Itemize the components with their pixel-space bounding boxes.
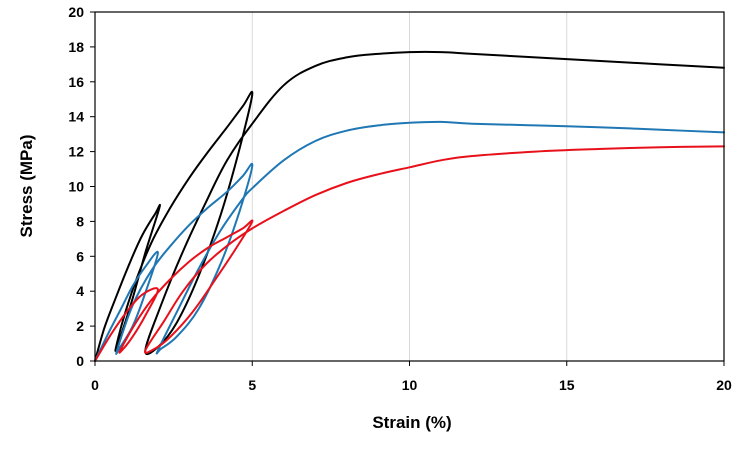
x-tick-label-0: 0	[91, 377, 99, 393]
y-tick-label-2: 2	[76, 318, 84, 334]
x-axis-title: Strain (%)	[372, 413, 451, 432]
y-tick-label-10: 10	[68, 179, 84, 195]
y-tick-label-12: 12	[68, 144, 84, 160]
series-lines	[94, 50, 725, 362]
x-tick-label-5: 5	[248, 377, 256, 393]
x-tick-labels: 0 5 10 15 20	[91, 377, 732, 393]
x-tick-label-10: 10	[402, 377, 418, 393]
series-line-3	[94, 145, 725, 362]
series-line-1	[94, 50, 725, 362]
y-tick-labels: 0 2 4 6 8 10 12 14 16 18 20	[68, 4, 84, 369]
y-tick-label-8: 8	[76, 213, 84, 229]
y-tick-label-0: 0	[76, 353, 84, 369]
x-tick-label-20: 20	[716, 377, 732, 393]
y-tick-label-4: 4	[76, 283, 84, 299]
plot-frame	[90, 11, 725, 366]
y-axis-title: Stress (MPa)	[17, 135, 36, 238]
y-tick-label-16: 16	[68, 74, 84, 90]
x-tick-label-15: 15	[559, 377, 575, 393]
y-tick-label-18: 18	[68, 39, 84, 55]
y-tick-label-20: 20	[68, 4, 84, 20]
y-tick-label-14: 14	[68, 109, 84, 125]
vertical-gridlines	[251, 12, 568, 361]
y-tick-label-6: 6	[76, 248, 84, 264]
